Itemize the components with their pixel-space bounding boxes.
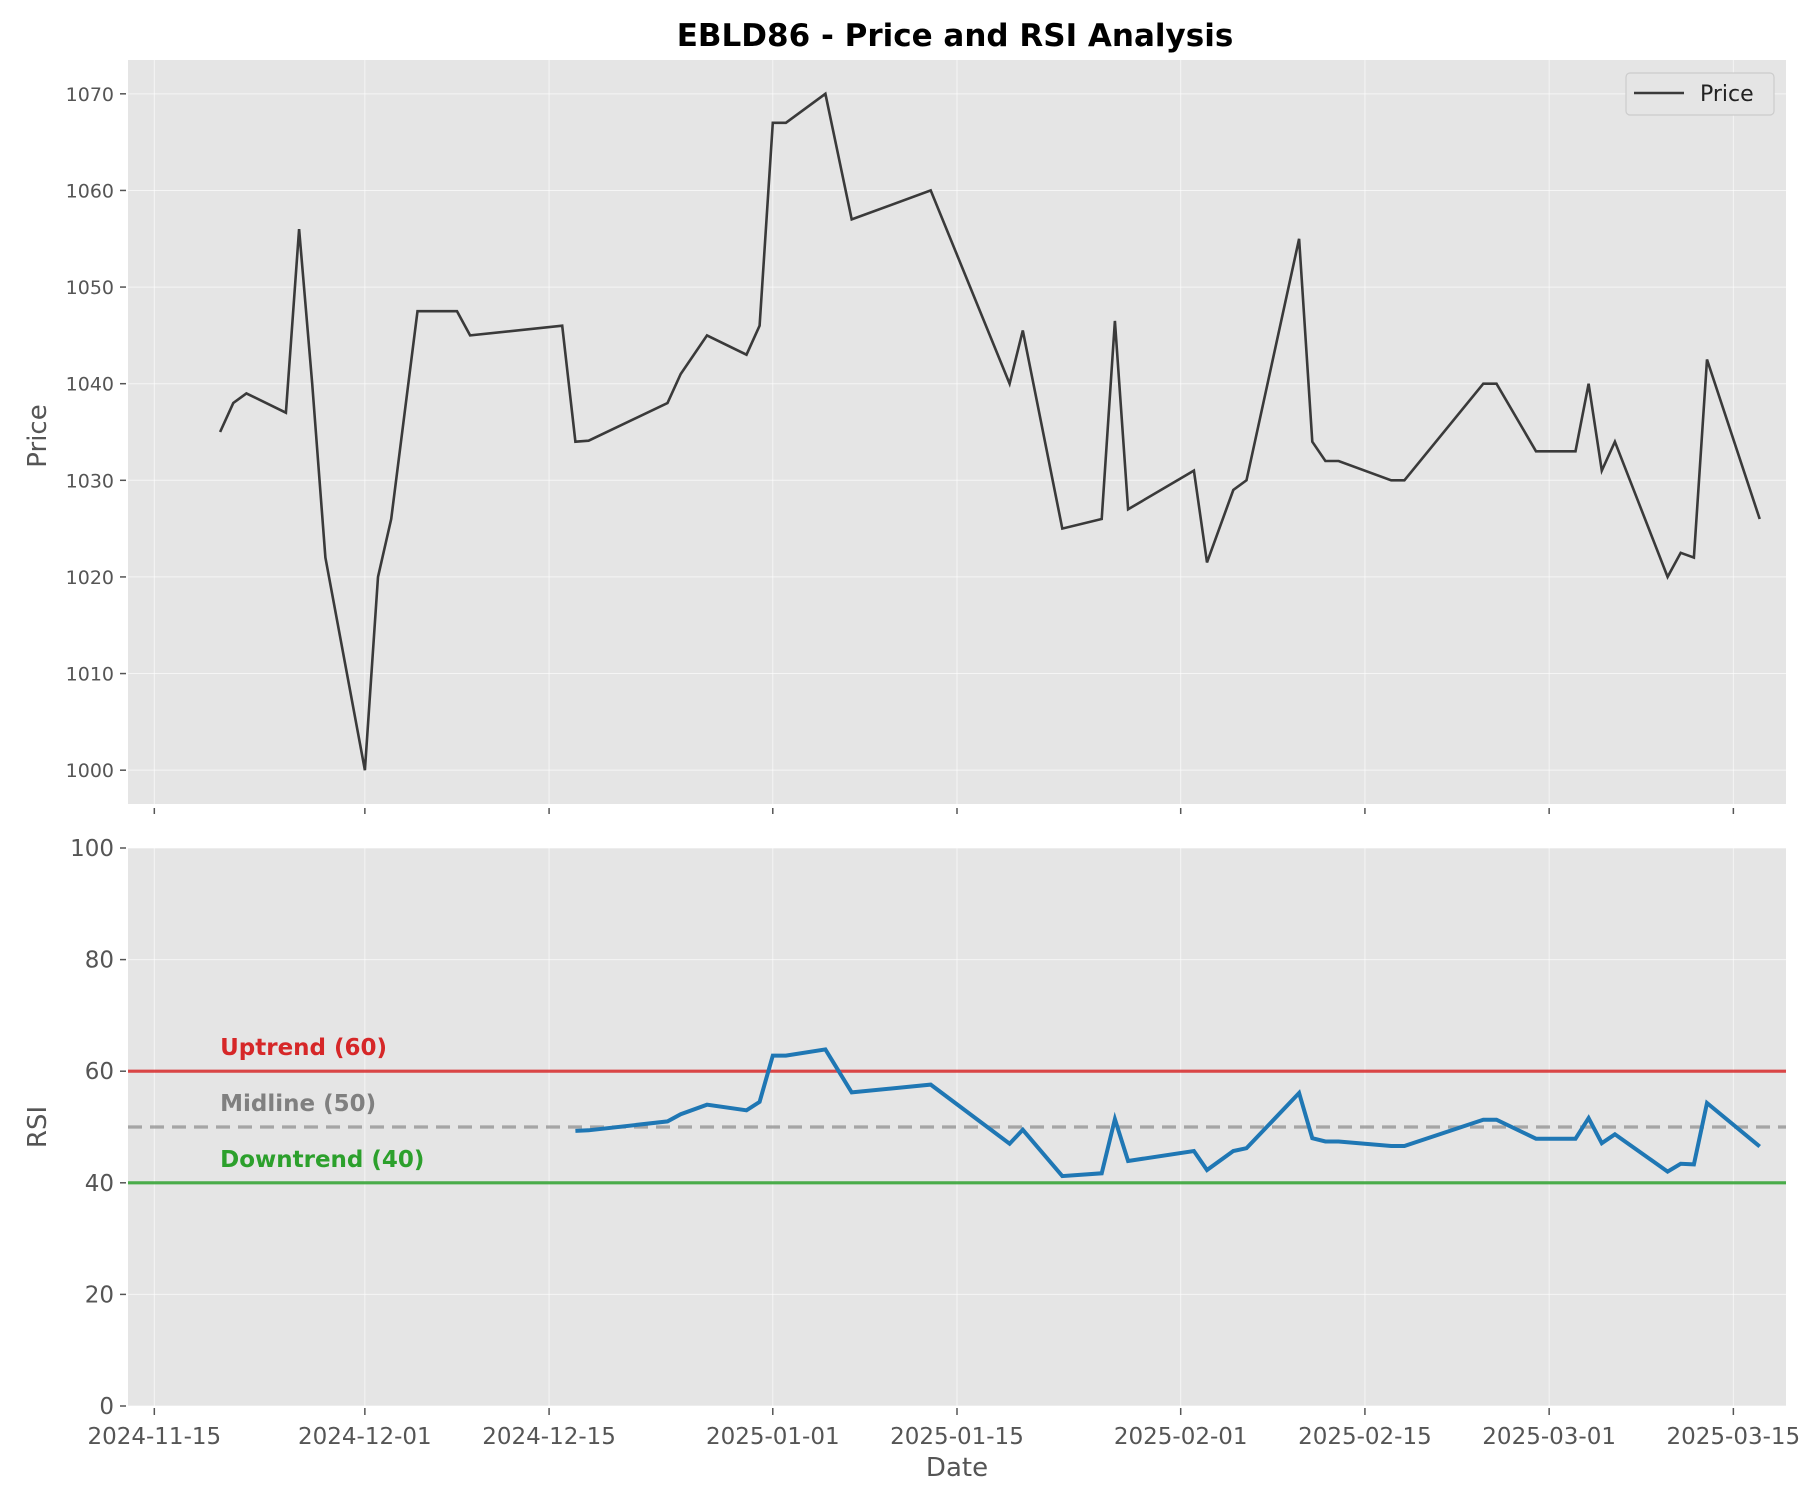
legend-box	[1625, 72, 1775, 116]
price-y-tick-label: 1060	[66, 180, 114, 202]
x-tick-label: 2025-02-01	[1114, 1424, 1248, 1450]
x-tick-label: 2024-12-15	[482, 1424, 616, 1450]
downtrend-label: Downtrend (40)	[220, 1147, 424, 1173]
legend: Price	[1625, 72, 1775, 116]
rsi-y-tick-label: 0	[99, 1394, 114, 1420]
chart-title: EBLD86 - Price and RSI Analysis	[677, 18, 1234, 54]
price-y-tick-label: 1000	[66, 760, 114, 782]
rsi-y-tick-label: 40	[85, 1171, 114, 1197]
rsi-y-tick-label: 60	[85, 1059, 114, 1085]
price-y-tick-label: 1030	[66, 470, 114, 492]
rsi-y-axis-label: RSI	[23, 1106, 53, 1148]
price-series-line	[218, 91, 1761, 771]
x-tick-label: 2024-12-01	[298, 1424, 432, 1450]
x-tick-label: 2024-11-15	[87, 1424, 221, 1450]
x-axis-label: Date	[926, 1453, 988, 1483]
price-y-tick-label: 1050	[66, 277, 114, 299]
price-panel: 1000 1010 1020 1030 1040 1050 1060 1070 Price P…	[23, 60, 1786, 814]
price-y-axis-label: Price	[23, 404, 53, 467]
rsi-series-line	[575, 1047, 1761, 1179]
price-x-ticks	[153, 808, 1735, 814]
x-tick-label: 2025-01-01	[706, 1424, 840, 1450]
x-tick-label: 2025-01-15	[890, 1424, 1024, 1450]
x-tick-label: 2025-03-01	[1482, 1424, 1616, 1450]
uptrend-label: Uptrend (60)	[220, 1035, 387, 1061]
rsi-y-tick-label: 80	[85, 948, 114, 974]
x-tick-label: 2025-03-15	[1667, 1424, 1800, 1450]
price-y-tick-label: 1010	[66, 664, 114, 686]
rsi-panel: Uptrend (60) Midline (50) Downtrend (40) 2…	[23, 836, 1800, 1483]
legend-label-price: Price	[1700, 82, 1754, 107]
rsi-reference-lines: Uptrend (60) Midline (50) Downtrend (40)	[128, 1035, 1786, 1185]
x-tick-label: 2025-02-15	[1298, 1424, 1432, 1450]
price-y-ticks: 1000 1010 1020 1030 1040 1050 1060 1070	[66, 84, 126, 782]
rsi-y-ticks: 0 20 40 60 80 100	[70, 836, 126, 1420]
rsi-y-tick-label: 20	[85, 1282, 114, 1308]
rsi-y-tick-label: 100	[70, 836, 114, 862]
price-y-tick-label: 1040	[66, 374, 114, 396]
midline-label: Midline (50)	[220, 1091, 376, 1117]
price-y-tick-label: 1020	[66, 567, 114, 589]
rsi-x-ticks: 2024-11-15 2024-12-01 2024-12-15 2025-01-01…	[87, 1408, 1800, 1450]
price-y-tick-label: 1070	[66, 84, 114, 106]
price-grid	[128, 60, 1786, 804]
